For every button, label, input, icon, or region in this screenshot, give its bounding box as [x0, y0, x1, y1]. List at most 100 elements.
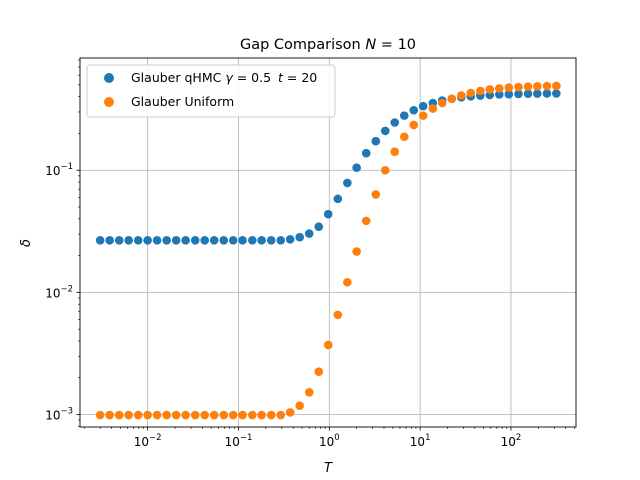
series-uniform [95, 81, 561, 420]
data-point [162, 235, 171, 245]
data-point [495, 90, 504, 99]
y-axis-label: δ [19, 239, 34, 247]
data-point [295, 401, 304, 411]
data-point [209, 235, 219, 245]
data-point [476, 86, 485, 96]
data-point [418, 101, 428, 111]
data-point [248, 235, 257, 245]
data-point [266, 410, 276, 420]
data-point [333, 310, 343, 320]
x-tick-label: 102 [501, 433, 522, 449]
data-point [95, 235, 105, 245]
x-tick-label: 10−2 [134, 433, 162, 449]
data-point [143, 410, 152, 420]
data-point [133, 235, 143, 245]
legend: Glauber qHMC γ = 0.5 t = 20 Glauber Unif… [86, 64, 336, 118]
data-point [380, 126, 390, 136]
data-point [209, 410, 219, 420]
data-point [152, 410, 162, 420]
data-point [343, 277, 352, 287]
data-point [190, 410, 200, 420]
x-axis-label: T [324, 461, 333, 476]
data-point [190, 235, 200, 245]
x-axis-ticks: 10−2 10−1 100 101 102 [83, 427, 575, 449]
data-point [533, 89, 542, 98]
data-point [390, 118, 400, 127]
data-point [238, 410, 247, 420]
data-point [552, 81, 561, 91]
data-point [333, 194, 343, 204]
data-point [276, 410, 286, 420]
data-point [171, 235, 181, 245]
series-layer [95, 81, 561, 420]
data-point [266, 235, 276, 245]
data-point [399, 132, 409, 142]
data-point [314, 222, 324, 231]
data-point [323, 209, 333, 219]
data-point [105, 410, 114, 420]
data-point [466, 88, 476, 98]
data-point [124, 410, 133, 420]
data-point [257, 410, 266, 420]
data-point [228, 410, 238, 420]
data-point [200, 410, 210, 420]
data-point [523, 89, 533, 99]
x-tick-label: 101 [410, 433, 431, 449]
data-point [380, 165, 390, 175]
data-point [295, 232, 304, 242]
data-point [124, 235, 133, 245]
y-tick-label: 10−2 [45, 284, 73, 300]
data-point [285, 235, 295, 244]
data-point [352, 163, 361, 172]
data-point [228, 235, 238, 245]
data-point [542, 89, 552, 98]
plot-area [80, 58, 576, 427]
data-point [514, 89, 523, 99]
data-point [504, 83, 514, 92]
data-point [428, 104, 438, 113]
data-point [343, 178, 352, 188]
data-point [143, 235, 152, 245]
data-point [248, 410, 257, 420]
data-point [152, 235, 162, 245]
data-point [285, 408, 295, 417]
data-point [514, 82, 523, 92]
data-point [95, 410, 105, 420]
y-axis-ticks: 10−3 10−2 10−1 [45, 59, 80, 427]
data-point [114, 235, 124, 245]
data-point [495, 84, 504, 93]
data-point [409, 105, 419, 115]
data-point [219, 410, 229, 420]
data-point [485, 85, 495, 94]
data-point [257, 235, 266, 245]
data-point [304, 229, 314, 238]
data-point [504, 89, 514, 99]
legend-label-qhmc: Glauber qHMC γ = 0.5 t = 20 [131, 70, 317, 85]
data-point [371, 190, 381, 199]
data-point [457, 91, 466, 100]
data-point [314, 367, 324, 377]
data-point [162, 410, 171, 420]
y-tick-label: 10−1 [45, 162, 73, 178]
x-tick-label: 10−1 [225, 433, 253, 449]
data-point [181, 410, 190, 420]
legend-label-uniform: Glauber Uniform [131, 94, 234, 109]
data-point [238, 235, 247, 245]
data-point [390, 147, 400, 156]
data-point [552, 89, 561, 98]
data-point [352, 247, 361, 256]
plot-frame [79, 57, 577, 428]
data-point [542, 81, 552, 91]
data-point [114, 410, 124, 420]
legend-marker-uniform [104, 97, 114, 107]
data-point [418, 111, 428, 120]
legend-marker-qhmc [104, 73, 114, 83]
data-point [276, 235, 286, 245]
data-point [437, 98, 447, 108]
data-point [361, 216, 371, 226]
series-qhmc [95, 89, 561, 245]
data-point [219, 235, 229, 245]
data-point [409, 120, 419, 130]
chart-title: Gap Comparison N = 10 [240, 37, 416, 53]
